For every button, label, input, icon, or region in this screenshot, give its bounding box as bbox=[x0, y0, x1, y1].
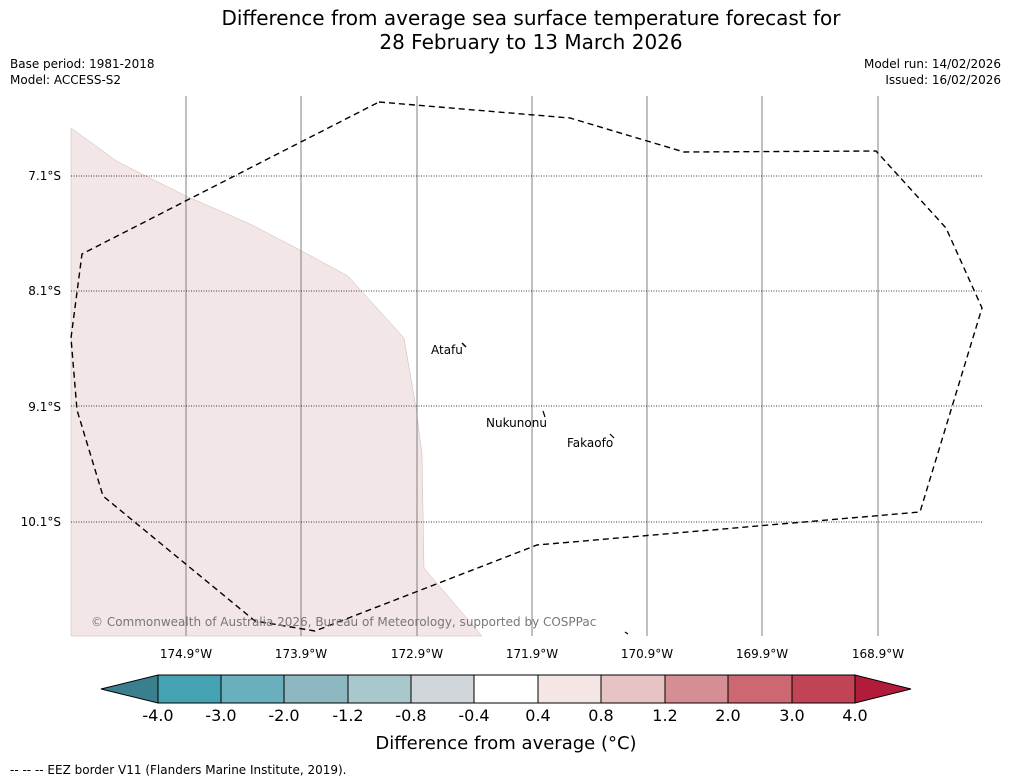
base-period: Base period: 1981-2018 bbox=[10, 57, 155, 71]
eez-border bbox=[70, 101, 983, 632]
place-label-atafu: Atafu bbox=[431, 343, 463, 357]
latitude-gridlines bbox=[71, 175, 982, 523]
title-line-1: Difference from average sea surface temp… bbox=[221, 6, 841, 30]
lat-label: 9.1°S bbox=[28, 400, 61, 414]
colorbar-segment bbox=[600, 674, 666, 704]
lon-label: 168.9°W bbox=[852, 647, 904, 661]
copyright-notice: © Commonwealth of Australia 2026, Bureau… bbox=[91, 615, 596, 629]
place-label-fakaofo: Fakaofo bbox=[567, 436, 613, 450]
longitude-gridlines bbox=[185, 96, 879, 636]
meta-left: Base period: 1981-2018 Model: ACCESS-S2 bbox=[10, 56, 155, 88]
anomaly-region bbox=[70, 127, 483, 637]
colorbar-segment bbox=[220, 674, 285, 704]
colorbar-segment bbox=[347, 674, 412, 704]
lat-label: 8.1°S bbox=[28, 284, 61, 298]
place-label-nukunonu: Nukunonu bbox=[486, 416, 547, 430]
colorbar-tick: 4.0 bbox=[842, 706, 867, 725]
lon-label: 174.9°W bbox=[160, 647, 212, 661]
colorbar-segment bbox=[791, 674, 856, 704]
colorbar-tick: 2.0 bbox=[715, 706, 740, 725]
atoll-swains bbox=[624, 631, 629, 635]
colorbar-extend-low bbox=[100, 674, 159, 704]
colorbar-tick: -3.0 bbox=[205, 706, 236, 725]
lon-label: 173.9°W bbox=[275, 647, 327, 661]
colorbar-tick: -0.8 bbox=[395, 706, 426, 725]
atoll-fakaofo bbox=[609, 433, 615, 439]
lat-label: 10.1°S bbox=[21, 515, 61, 529]
colorbar bbox=[100, 674, 912, 704]
issued-date: Issued: 16/02/2026 bbox=[885, 73, 1001, 87]
colorbar-tick: -0.4 bbox=[458, 706, 489, 725]
colorbar-extend-high bbox=[854, 674, 912, 704]
lat-label: 7.1°S bbox=[28, 169, 61, 183]
colorbar-tick: 1.2 bbox=[652, 706, 677, 725]
colorbar-tick: -1.2 bbox=[332, 706, 363, 725]
colorbar-segment bbox=[537, 674, 602, 704]
colorbar-tick: 3.0 bbox=[779, 706, 804, 725]
colorbar-segment bbox=[157, 674, 222, 704]
eez-legend-note: -- -- -- EEZ border V11 (Flanders Marine… bbox=[10, 763, 347, 777]
atoll-atafu bbox=[461, 342, 467, 348]
colorbar-label: Difference from average (°C) bbox=[375, 733, 636, 754]
colorbar-segment bbox=[727, 674, 793, 704]
colorbar-tick: -4.0 bbox=[142, 706, 173, 725]
lon-label: 171.9°W bbox=[506, 647, 558, 661]
lon-label: 172.9°W bbox=[391, 647, 443, 661]
colorbar-segment bbox=[664, 674, 729, 704]
model-run: Model run: 14/02/2026 bbox=[863, 57, 1001, 71]
atoll-nukunonu bbox=[542, 410, 546, 418]
meta-right: Model run: 14/02/2026 Issued: 16/02/2026 bbox=[864, 56, 1001, 88]
colorbar-segment bbox=[410, 674, 475, 704]
colorbar-tick: 0.8 bbox=[588, 706, 613, 725]
colorbar-tick: -2.0 bbox=[268, 706, 299, 725]
lon-label: 170.9°W bbox=[621, 647, 673, 661]
lon-label: 169.9°W bbox=[736, 647, 788, 661]
colorbar-segment bbox=[283, 674, 349, 704]
chart-title: Difference from average sea surface temp… bbox=[0, 6, 1011, 54]
colorbar-segment bbox=[473, 674, 539, 704]
colorbar-tick: 0.4 bbox=[525, 706, 550, 725]
title-line-2: 28 February to 13 March 2026 bbox=[379, 30, 683, 54]
model-name: Model: ACCESS-S2 bbox=[10, 73, 122, 87]
